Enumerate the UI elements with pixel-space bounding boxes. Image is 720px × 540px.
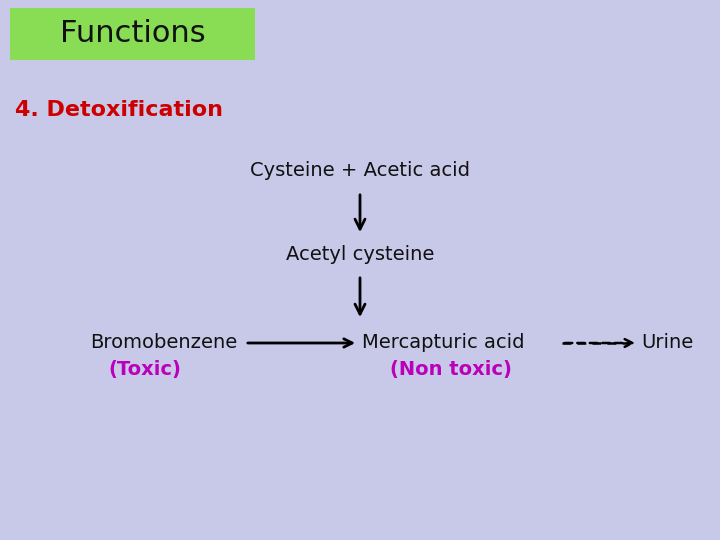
Text: Bromobenzene: Bromobenzene xyxy=(90,334,238,353)
Text: 4. Detoxification: 4. Detoxification xyxy=(15,100,223,120)
Text: Cysteine + Acetic acid: Cysteine + Acetic acid xyxy=(250,160,470,179)
Text: Functions: Functions xyxy=(60,19,205,49)
Text: Acetyl cysteine: Acetyl cysteine xyxy=(286,246,434,265)
Text: Urine: Urine xyxy=(641,334,693,353)
Bar xyxy=(10,8,255,60)
Text: (Toxic): (Toxic) xyxy=(108,361,181,380)
Text: Mercapturic acid: Mercapturic acid xyxy=(362,334,524,353)
Text: (Non toxic): (Non toxic) xyxy=(390,361,512,380)
